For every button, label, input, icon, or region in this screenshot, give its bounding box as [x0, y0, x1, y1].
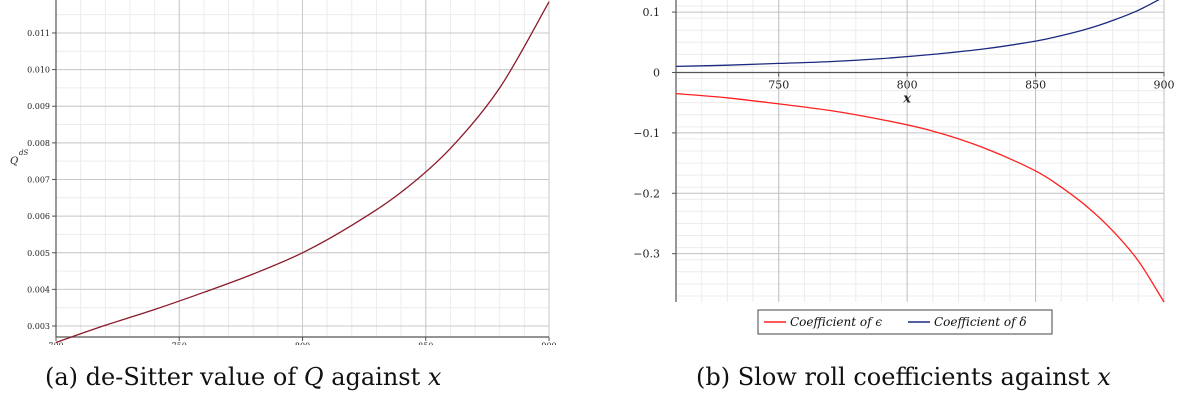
caption-b: (b) Slow roll coefficients against x	[696, 363, 1111, 391]
y-tick-label: −0.3	[633, 248, 660, 261]
y-tick-label: 0.005	[27, 249, 50, 258]
y-tick-label: 0.007	[27, 175, 50, 184]
y-tick-label: 0.1	[643, 6, 661, 19]
y-tick-label: 0.010	[27, 66, 50, 75]
x-tick-label: 800	[897, 78, 918, 91]
y-tick-label: 0.004	[27, 285, 50, 294]
x-tick-label: 850	[418, 342, 433, 345]
x-tick-label: 850	[1025, 78, 1046, 91]
y-tick-label: −0.1	[633, 127, 660, 140]
x-tick-label: 900	[541, 342, 556, 345]
y-tick-label: 0.011	[27, 29, 50, 38]
chart-panel-b: 750 800 850 900 0.1 0 −0.1 −0.2 −0.3 x Coefficient…	[600, 0, 1180, 408]
chart-a: 7007508008509000.0030.0040.0050.0060.007…	[10, 0, 557, 362]
legend-label-1: Coefficient of δ	[934, 315, 1027, 329]
caption-a-mid: against	[331, 363, 421, 391]
chart-panel-a: 7007508008509000.0030.0040.0050.0060.007…	[0, 0, 570, 408]
y-tick-label: 0	[653, 66, 660, 79]
series-line-1	[675, 0, 1160, 68]
x-tick-label: 800	[295, 342, 310, 345]
y-tick-label: 0.009	[27, 102, 50, 111]
x-tick-label: 900	[1154, 78, 1175, 91]
y-tick-label: 0.003	[27, 322, 50, 331]
caption-a: (a) de-Sitter value of Q against x	[45, 363, 441, 391]
caption-a-var2: x	[427, 363, 442, 391]
y-tick-label: −0.2	[633, 187, 660, 200]
caption-b-label: (b) Slow roll coefficients against	[696, 363, 1090, 391]
legend-label-0: Coefficient of ϵ	[790, 315, 882, 329]
y-axis-label: Q	[10, 156, 18, 167]
caption-b-var: x	[1097, 363, 1111, 391]
x-tick-label: 750	[172, 342, 187, 345]
caption-a-label: (a) de-Sitter value of	[45, 363, 297, 391]
series-line-0	[55, 1, 550, 344]
x-axis-label: x	[902, 91, 911, 106]
legend-box	[757, 309, 1053, 335]
x-tick-label: 750	[768, 78, 789, 91]
y-tick-label: 0.008	[27, 139, 50, 148]
y-axis-label-superscript: dS	[19, 149, 28, 157]
caption-a-var1: Q	[303, 363, 324, 391]
chart-b: 750 800 850 900 0.1 0 −0.1 −0.2 −0.3 x Coefficient…	[633, 0, 1175, 335]
y-tick-label: 0.006	[27, 212, 50, 221]
legend: Coefficient of ϵ Coefficient of δ	[757, 309, 1053, 335]
series-line-0	[675, 92, 1165, 303]
